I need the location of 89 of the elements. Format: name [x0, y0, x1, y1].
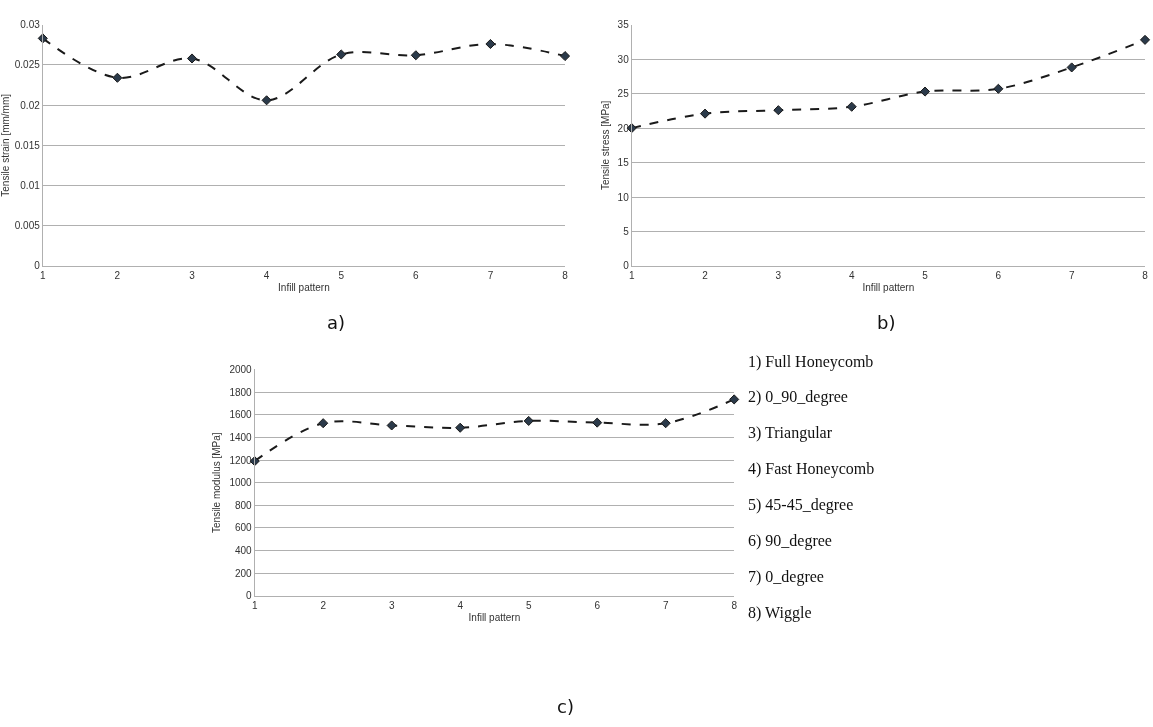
point: [336, 49, 347, 60]
y-tick-label: 10: [617, 191, 630, 203]
text: 1) Full Honeycomb: [748, 353, 874, 371]
x-tick-label: 7: [662, 599, 669, 611]
y-tick-label: 30: [617, 53, 630, 65]
y-tick-label: 0.02: [20, 99, 41, 111]
text: 8) Wiggle: [748, 604, 812, 622]
text: a): [327, 312, 346, 333]
x-axis-title: Infill pattern: [278, 282, 330, 294]
x-tick-label: 2: [320, 599, 327, 611]
y-tick-label: 400: [235, 545, 253, 557]
text: 4) Fast Honeycomb: [748, 460, 875, 478]
x-tick-label: 4: [457, 599, 464, 611]
x-tick-label: 2: [702, 269, 709, 281]
point: [112, 72, 123, 83]
x-axis-title: Infill pattern: [862, 282, 915, 294]
x-tick-label: 5: [525, 599, 532, 611]
x-tick-label: 3: [388, 599, 395, 611]
y-tick-label: 0: [246, 590, 253, 602]
x-tick-label: 6: [995, 269, 1002, 281]
point: [386, 420, 397, 431]
x-tick-label: 1: [628, 269, 635, 281]
point: [455, 422, 466, 433]
point: [410, 50, 421, 61]
x-tick-label: 6: [413, 269, 420, 281]
point: [1139, 34, 1151, 45]
y-tick-label: 200: [235, 567, 253, 579]
x-tick-label: 8: [562, 269, 569, 281]
y-tick-label: 1200: [229, 454, 253, 466]
text: 7) 0_degree: [748, 568, 824, 586]
text: 3) Triangular: [748, 424, 833, 442]
x-tick-label: 1: [251, 599, 258, 611]
y-axis-title: Tensile strain [mm/mm]: [0, 93, 11, 197]
x-tick-label: 3: [189, 269, 196, 281]
point: [993, 83, 1004, 94]
point: [919, 86, 931, 97]
point: [699, 108, 711, 119]
y-tick-label: 2000: [229, 363, 253, 375]
x-tick-label: 2: [114, 269, 121, 281]
y-axis-title: Tensile stress [MPa]: [599, 100, 611, 191]
point: [1066, 62, 1077, 73]
y-tick-label: 1600: [229, 409, 253, 421]
text: c): [557, 696, 574, 717]
point: [660, 418, 671, 429]
x-tick-label: 8: [731, 599, 738, 611]
point: [592, 417, 603, 428]
y-axis-title: Tensile modulus [MPa]: [211, 432, 223, 533]
point: [37, 33, 48, 44]
y-tick-label: 1000: [229, 477, 253, 489]
y-tick-label: 1400: [229, 431, 253, 443]
y-tick-label: 0.005: [14, 220, 41, 232]
x-tick-label: 4: [263, 269, 270, 281]
y-tick-label: 1800: [229, 386, 253, 398]
y-tick-label: 0.015: [14, 139, 41, 151]
x-tick-label: 8: [1142, 269, 1149, 281]
y-tick-label: 0: [623, 260, 630, 272]
point: [523, 415, 534, 426]
point: [560, 51, 571, 62]
y-tick-label: 20: [617, 122, 630, 134]
text: 2) 0_90_degree: [748, 388, 848, 406]
point: [846, 101, 857, 112]
y-tick-label: 0.01: [20, 180, 41, 192]
x-tick-label: 1: [40, 269, 47, 281]
point: [729, 394, 740, 405]
y-tick-label: 800: [235, 499, 253, 511]
y-tick-label: 5: [623, 226, 630, 238]
x-tick-label: 4: [848, 269, 855, 281]
x-tick-label: 7: [1068, 269, 1075, 281]
x-tick-label: 7: [487, 269, 494, 281]
y-tick-label: 35: [617, 19, 630, 31]
y-tick-label: 0.025: [14, 59, 41, 71]
x-tick-label: 5: [338, 269, 345, 281]
x-tick-label: 5: [922, 269, 929, 281]
text: 5) 45-45_degree: [748, 496, 854, 514]
y-tick-label: 0.03: [20, 19, 41, 31]
y-tick-label: 0: [34, 260, 41, 272]
x-tick-label: 3: [775, 269, 782, 281]
point: [485, 38, 496, 50]
point: [261, 95, 272, 106]
y-tick-label: 15: [617, 157, 630, 169]
point: [186, 53, 198, 64]
x-tick-label: 6: [594, 599, 601, 611]
text: b): [877, 312, 896, 333]
text: 6) 90_degree: [748, 532, 832, 550]
point: [773, 105, 784, 116]
x-axis-title: Infill pattern: [468, 612, 521, 624]
y-tick-label: 600: [235, 522, 253, 534]
point: [318, 418, 329, 429]
y-tick-label: 25: [617, 88, 630, 100]
